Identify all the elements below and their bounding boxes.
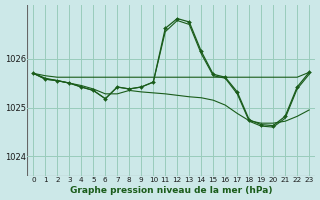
- X-axis label: Graphe pression niveau de la mer (hPa): Graphe pression niveau de la mer (hPa): [70, 186, 273, 195]
